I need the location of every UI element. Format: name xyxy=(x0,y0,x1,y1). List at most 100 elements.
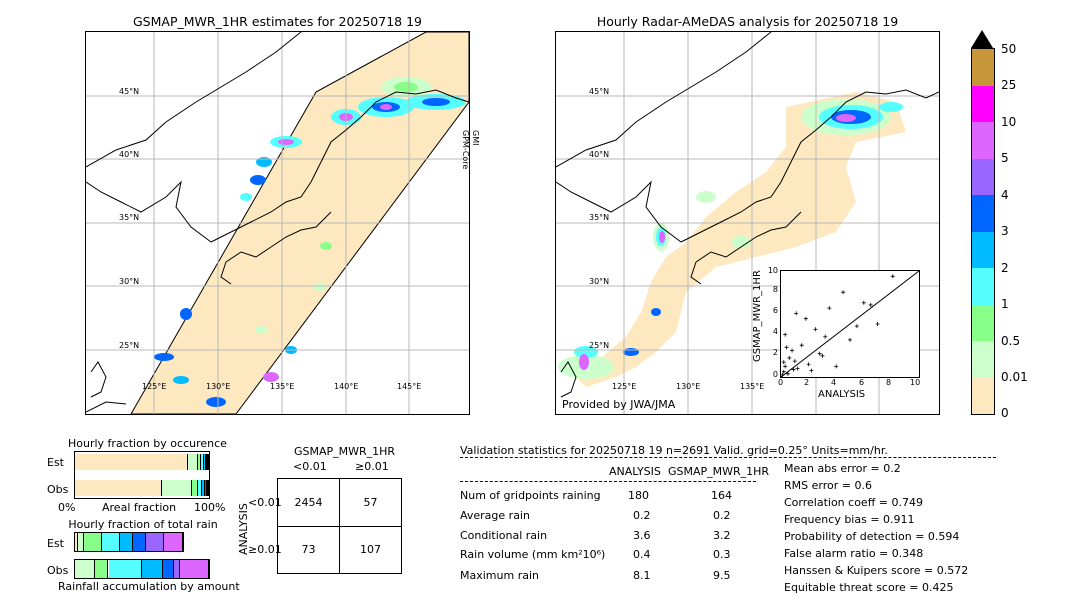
scatter-ytick: 10 xyxy=(767,266,778,275)
metric-rmse: RMS error = 0.6 xyxy=(784,479,872,492)
contingency-cell: 107 xyxy=(360,543,381,556)
totalrain-obs-bar xyxy=(74,559,210,579)
occurrence-obs-bar xyxy=(75,480,210,496)
stacked-bar-segment xyxy=(208,454,210,470)
lat-label-45: 45°N xyxy=(589,87,610,96)
sensor-label-1: GPM-Core xyxy=(461,130,470,170)
colorbar-label: 4 xyxy=(1001,188,1009,202)
colorbar-label: 2 xyxy=(1001,261,1009,275)
colorbar: 50 25 10 5 4 3 2 1 0.5 0.01 0 xyxy=(971,30,1031,420)
lat-label-30: 30°N xyxy=(589,277,610,286)
contingency-col2: ≥0.01 xyxy=(355,460,389,473)
validation-row-gsmap: 164 xyxy=(711,489,732,502)
validation-row-label: Average rain xyxy=(460,509,530,522)
totalrain-est-bar xyxy=(74,532,184,552)
colorbar-segment xyxy=(972,85,994,122)
colorbar-label: 50 xyxy=(1001,42,1017,56)
validation-row-analysis: 180 xyxy=(628,489,649,502)
contingency-cell: 73 xyxy=(301,543,316,556)
stacked-bar-segment xyxy=(75,454,188,470)
occurrence-plot xyxy=(74,451,210,499)
scatter-xtick: 10 xyxy=(910,378,921,387)
scatter-point xyxy=(823,334,828,339)
stacked-bar-segment xyxy=(198,480,203,496)
stacked-bar-segment xyxy=(202,480,205,496)
metric-mae: Mean abs error = 0.2 xyxy=(784,462,901,475)
occurrence-est-bar xyxy=(75,454,210,470)
lat-label-35: 35°N xyxy=(119,213,140,222)
colorbar-label: 5 xyxy=(1001,151,1009,165)
stacked-bar-segment xyxy=(146,533,164,551)
stacked-bar-segment xyxy=(163,533,183,551)
metric-corr: Correlation coeff = 0.749 xyxy=(784,496,923,509)
stacked-bar-segment xyxy=(95,560,109,578)
stacked-bar-segment xyxy=(108,560,142,578)
validation-row-label: Conditional rain xyxy=(460,529,548,542)
scatter-point xyxy=(799,343,804,348)
scatter-ytick: 4 xyxy=(772,327,778,336)
coastline xyxy=(556,32,939,398)
contingency-cell: 2454 xyxy=(294,496,323,509)
sensor-label-2: GMI xyxy=(471,130,480,146)
colorbar-label: 1 xyxy=(1001,297,1009,311)
stacked-bar-segment xyxy=(78,533,84,551)
contingency-row2: ≥0.01 xyxy=(248,543,282,556)
left-map-title: GSMAP_MWR_1HR estimates for 20250718 19 xyxy=(133,14,422,29)
scatter-point xyxy=(809,368,814,373)
scatter-point xyxy=(848,337,852,342)
scatter-xtick: 8 xyxy=(886,378,892,387)
scatter-xtick: 4 xyxy=(831,378,837,387)
scatter-ytick: 6 xyxy=(772,306,778,315)
colorbar-over-arrow xyxy=(971,30,993,48)
stacked-bar-segment xyxy=(142,560,164,578)
scatter-ytick: 2 xyxy=(772,348,778,357)
occurrence-left-tick: 0% xyxy=(58,501,76,514)
stacked-bar-segment xyxy=(187,454,199,470)
lon-label-130: 130°E xyxy=(206,382,231,391)
colorbar-segment xyxy=(972,268,994,305)
right-map-canvas xyxy=(556,32,939,414)
validation-col-gsmap: GSMAP_MWR_1HR xyxy=(668,465,770,478)
validation-row-analysis: 8.1 xyxy=(633,569,651,582)
left-map-grid xyxy=(86,32,469,414)
lon-label-130: 130°E xyxy=(676,382,701,391)
contingency-table: 2454 57 73 107 xyxy=(277,478,402,574)
scatter-point xyxy=(868,302,873,307)
colorbar-label: 0.01 xyxy=(1001,370,1028,384)
stacked-bar-segment xyxy=(163,560,175,578)
scatter-point xyxy=(841,290,846,295)
lat-label-45: 45°N xyxy=(119,87,140,96)
lon-label-125: 125°E xyxy=(142,382,167,391)
stacked-bar-segment xyxy=(206,480,209,496)
validation-row-gsmap: 3.2 xyxy=(713,529,731,542)
occurrence-right-tick: 100% xyxy=(194,501,226,514)
scatter-canvas xyxy=(781,271,919,377)
stacked-bar-segment xyxy=(198,454,201,470)
scatter-point xyxy=(820,353,825,358)
colorbar-label: 25 xyxy=(1001,78,1017,92)
one-to-one-line xyxy=(781,271,919,377)
totalrain-title: Hourly fraction of total rain xyxy=(68,518,218,531)
contingency-col1: <0.01 xyxy=(293,460,327,473)
lat-label-25: 25°N xyxy=(589,341,610,350)
colorbar-label: 0 xyxy=(1001,406,1009,420)
left-map: 45°N 40°N 35°N 30°N 25°N 125°E 130°E 135… xyxy=(85,31,470,415)
scatter-point xyxy=(813,327,818,332)
occurrence-obs-label: Obs xyxy=(47,483,69,496)
scatter-point xyxy=(781,369,786,374)
scatter-point xyxy=(783,364,788,369)
stacked-bar-segment xyxy=(133,533,147,551)
scatter-point xyxy=(783,332,788,337)
validation-divider xyxy=(460,457,996,458)
colorbar-segment xyxy=(972,122,994,159)
validation-row-gsmap: 9.5 xyxy=(713,569,731,582)
colorbar-segment xyxy=(972,49,994,86)
stacked-bar-segment xyxy=(200,454,204,470)
occurrence-xlabel: Areal fraction xyxy=(102,501,177,514)
scatter-yticks: 0 2 4 6 8 10 xyxy=(766,266,778,379)
scatter-point xyxy=(890,274,895,279)
totalrain-est-label: Est xyxy=(47,537,64,550)
stacked-bar-segment xyxy=(75,560,96,578)
colorbar-segment xyxy=(972,304,994,341)
validation-col-divider xyxy=(460,481,756,482)
